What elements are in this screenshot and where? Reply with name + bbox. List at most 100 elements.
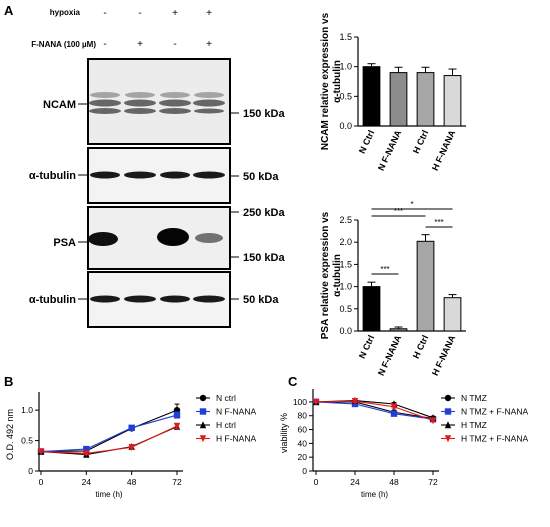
marker [429,417,437,425]
legend-label: H ctrl [216,420,236,430]
blot-tubulin-1: α-tubulin 50 kDa [29,147,279,204]
marker [444,408,452,415]
treatment-header: hypoxia - - + + F-NANA (100 µM) - + - + [31,8,212,50]
y-tick-label: 0 [28,466,33,476]
marker [444,435,452,443]
x-tick-label: 24 [82,477,92,487]
bar [389,72,408,127]
legend-label: N TMZ [461,393,487,403]
marker [37,448,45,456]
y-tick-label: 1.5 [339,32,352,42]
legend-label: H TMZ + F-NANA [461,434,528,444]
proliferation-line-chart: 0 0.5 1.0 0 24 48 72 time (h) O.D. 492 nm N ctrl N… [5,392,256,499]
x-tick-label: N F-NANA [376,333,404,377]
bar [362,286,381,332]
fnana-label: F-NANA (100 µM) [31,40,96,49]
legend-label: N ctrl [216,393,236,403]
y-tick-label: 1.5 [339,259,352,269]
y-tick-label: 0.5 [339,91,352,101]
marker-150-ncam: 150 kDa [243,108,285,120]
marker [173,422,181,430]
blot-ncam: NCAM 150 kDa [43,58,285,145]
series-line [40,409,178,453]
marker [444,394,452,402]
x-tick-label: 72 [428,477,438,487]
bar [389,328,408,332]
marker [312,398,320,406]
blot-ncam-label: NCAM [43,99,76,111]
y-tick-label: 60 [298,425,308,435]
y-tick-label: 0.0 [339,326,352,336]
x-tick-label: H F-NANA [430,128,458,172]
y-tick-label: 1.0 [339,62,352,72]
blot-psa: PSA 250 kDa 150 kDa [53,206,285,270]
y-tick-label: 0.5 [339,304,352,314]
legend-label: N TMZ + F-NANA [461,407,528,417]
y-axis-label: O.D. 492 nm [5,409,15,460]
marker-50-b: 50 kDa [243,294,279,306]
psa-bar-chart: 0.0 0.5 1.0 1.5 2.0 2.5 N Ctrl N F-NANA H Ctrl H … [320,200,466,377]
x-tick-label: 48 [389,477,399,487]
viability-line-chart: 0 20 40 60 80 100 0 24 48 72 time (h) viability % N … [279,389,528,499]
marker [199,394,207,402]
marker [128,424,135,432]
series-line [315,400,434,422]
marker-250: 250 kDa [243,207,285,219]
bar [416,72,435,127]
panel-label-b: B [4,374,13,389]
marker [351,398,359,405]
panel-label-c: C [288,374,298,389]
blot-tubulin-2: α-tubulin 50 kDa [29,271,279,328]
hypoxia-lane-1: - [103,8,106,19]
panel-label-a: A [4,3,14,18]
blot-tubulin-1-label: α-tubulin [29,170,76,182]
marker [390,403,398,411]
bar [362,66,381,127]
significance-label: *** [380,265,389,274]
legend-label: N F-NANA [216,407,256,417]
x-axis-label: time (h) [361,490,388,499]
series-line [40,414,178,453]
y-axis-label: NCAM relative expression vs [320,12,331,150]
x-tick-label: H Ctrl [411,334,430,360]
x-tick-label: 0 [39,477,44,487]
hypoxia-lane-2: - [138,8,141,19]
series-line [315,401,434,420]
marker [83,450,90,458]
marker [199,421,207,429]
series-line [40,425,178,454]
marker [199,408,207,415]
y-tick-label: 20 [298,452,308,462]
y-tick-label: 0 [302,466,307,476]
bar [416,240,435,332]
x-tick-label: N F-NANA [376,128,404,172]
y-tick-label: 40 [298,438,308,448]
marker [83,445,90,453]
blot-psa-label: PSA [53,237,76,249]
hypoxia-label: hypoxia [50,8,81,17]
x-tick-label: H F-NANA [430,333,458,377]
y-axis-label: PSA relative expression vs [320,211,331,339]
x-tick-label: 0 [314,477,319,487]
marker [444,421,452,429]
y-axis-label: viability % [279,413,289,453]
marker-150-psa: 150 kDa [243,252,285,264]
bar [443,75,462,127]
significance-label: *** [434,218,443,227]
significance-label: *** [394,207,403,216]
marker-50-a: 50 kDa [243,171,279,183]
fnana-lane-3: - [173,39,176,50]
blot-tubulin-2-label: α-tubulin [29,294,76,306]
fnana-lane-4: + [206,39,212,50]
y-axis-label: α-tubulin [332,60,343,103]
hypoxia-lane-3: + [172,8,178,19]
x-tick-label: 24 [350,477,360,487]
hypoxia-lane-4: + [206,8,212,19]
marker [173,411,181,419]
fnana-lane-1: - [103,39,106,50]
y-tick-label: 0.5 [21,436,33,446]
x-tick-label: N Ctrl [357,334,376,360]
bar [443,297,462,332]
x-tick-label: 48 [127,477,137,487]
